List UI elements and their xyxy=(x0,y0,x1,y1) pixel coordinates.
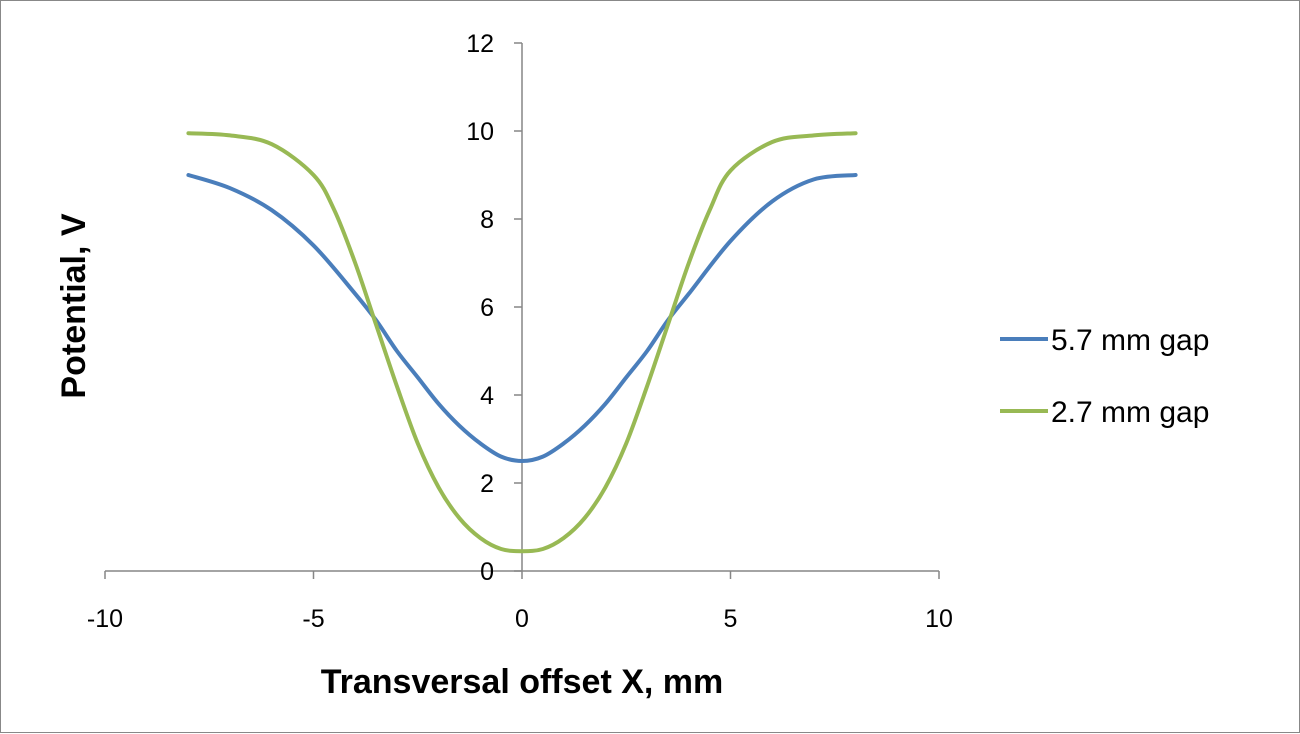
x-tick-label: 0 xyxy=(515,605,529,633)
axes-layer: -10 -5 0 5 10 0 2 4 6 8 10 12 xyxy=(87,30,953,633)
y-tick-label: 4 xyxy=(480,382,494,410)
x-tick-label: -5 xyxy=(302,605,324,633)
series-layer xyxy=(186,131,858,554)
x-tick-label: 5 xyxy=(724,605,738,633)
y-axis-title: Potential, V xyxy=(55,213,93,398)
y-tick-label: 8 xyxy=(480,206,494,234)
legend-label-5-7-mm-gap: 5.7 mm gap xyxy=(1051,324,1209,357)
legend: 5.7 mm gap 2.7 mm gap xyxy=(1000,324,1209,429)
y-tick-label: 6 xyxy=(480,294,494,322)
y-tick-label: 10 xyxy=(466,118,494,146)
x-tick-label: 10 xyxy=(925,605,953,633)
titles-layer: Transversal offset X, mm Potential, V xyxy=(55,213,723,701)
series-line-2-7-mm-gap xyxy=(186,131,858,554)
y-tick-label: 0 xyxy=(480,558,494,586)
x-tick-label: -10 xyxy=(87,605,123,633)
series-line-5-7-mm-gap xyxy=(186,173,858,463)
y-tick-label: 12 xyxy=(466,30,494,58)
y-tick-label: 2 xyxy=(480,470,494,498)
legend-label-2-7-mm-gap: 2.7 mm gap xyxy=(1051,396,1209,429)
x-axis-title: Transversal offset X, mm xyxy=(321,663,724,701)
